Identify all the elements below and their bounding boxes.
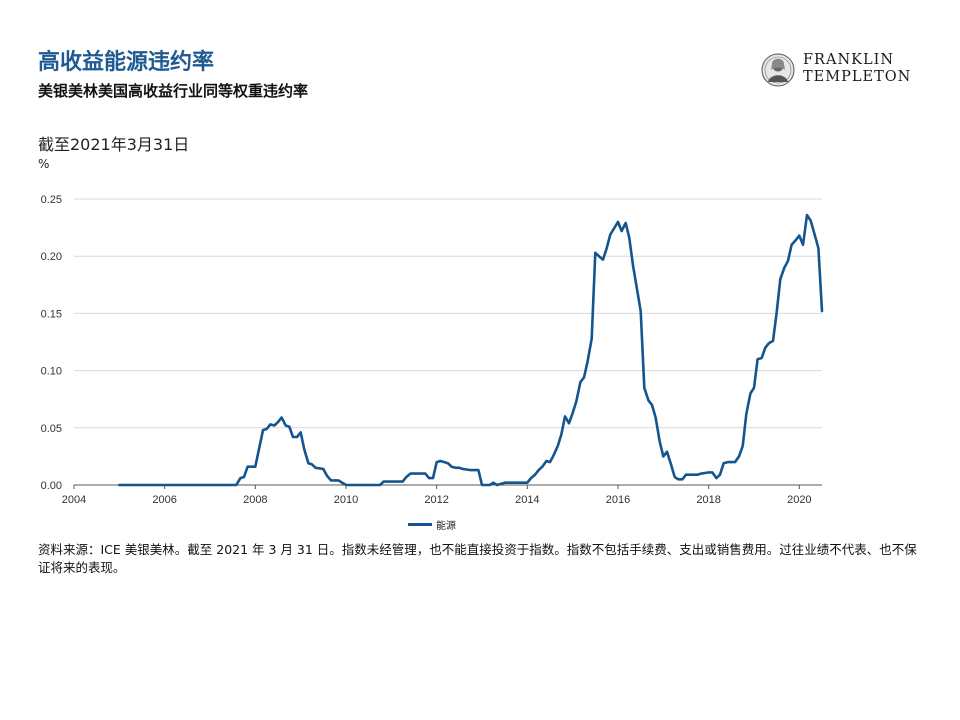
source-note: 资料来源：ICE 美银美林。截至 2021 年 3 月 31 日。指数未经管理，… <box>38 542 917 575</box>
franklin-templeton-logo: FRANKLIN TEMPLETON <box>760 52 925 88</box>
franklin-portrait-icon <box>761 53 795 87</box>
y-tick-label: 0.25 <box>41 194 62 206</box>
x-tick-label: 2008 <box>243 494 267 506</box>
legend-label-energy: 能源 <box>436 520 456 532</box>
x-tick-label: 2020 <box>787 494 811 506</box>
x-tick-label: 2004 <box>62 494 86 506</box>
y-axis-unit: % <box>38 157 50 171</box>
chart-legend: 能源 <box>408 516 456 532</box>
x-tick-label: 2014 <box>515 494 539 506</box>
as-of-date: 截至2021年3月31日 <box>38 135 190 154</box>
logo-text-franklin: FRANKLIN <box>803 52 895 68</box>
x-tick-label: 2016 <box>606 494 630 506</box>
y-tick-label: 0.00 <box>41 480 62 492</box>
y-tick-label: 0.05 <box>41 423 62 435</box>
page-title: 高收益能源违约率 <box>38 50 215 75</box>
legend-swatch-energy <box>408 522 432 526</box>
y-tick-label: 0.10 <box>41 366 62 378</box>
x-tick-label: 2018 <box>696 494 720 506</box>
x-tick-label: 2012 <box>424 494 448 506</box>
x-tick-label: 2010 <box>334 494 358 506</box>
y-tick-label: 0.20 <box>41 251 62 263</box>
x-tick-label: 2006 <box>152 494 176 506</box>
y-tick-label: 0.15 <box>41 308 62 320</box>
series-line-energy <box>118 213 824 487</box>
page-subtitle: 美银美林美国高收益行业同等权重违约率 <box>38 82 309 100</box>
logo-text-templeton: TEMPLETON <box>803 69 912 85</box>
